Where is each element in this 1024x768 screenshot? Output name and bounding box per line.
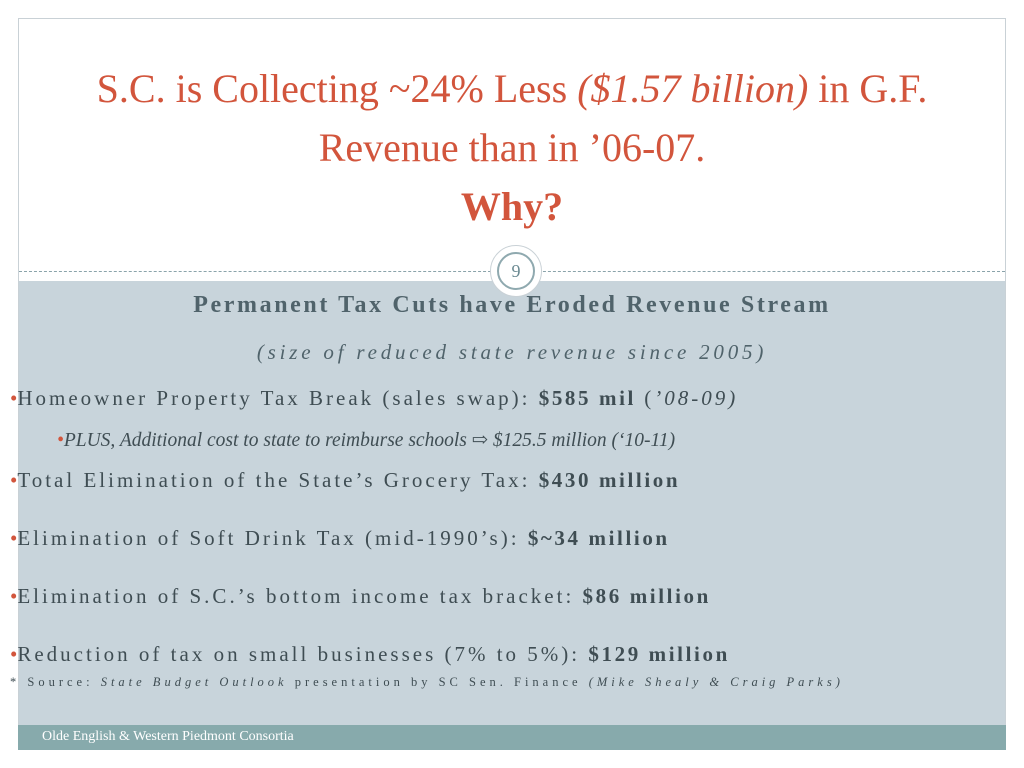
footer-bar: Olde English & Western Piedmont Consorti…: [18, 725, 1006, 750]
bullet-homeowner-property-tax: •Homeowner Property Tax Break (sales swa…: [10, 386, 1012, 411]
slide-title: S.C. is Collecting ~24% Less ($1.57 bill…: [59, 59, 965, 236]
bullet-text: Total Elimination of the State’s Grocery…: [17, 468, 539, 492]
title-area: S.C. is Collecting ~24% Less ($1.57 bill…: [19, 19, 1005, 271]
source-title: State Budget Outlook: [100, 675, 288, 689]
bullet-dot: •: [10, 468, 18, 492]
bullet-dot: •: [10, 584, 18, 608]
bullet-text: Elimination of S.C.’s bottom income tax …: [17, 584, 583, 608]
bullet-text: Elimination of Soft Drink Tax (mid-1990’…: [17, 526, 528, 550]
bullet-amount: $86 million: [582, 584, 711, 608]
bullet-dot: •: [10, 642, 18, 666]
title-part-3: in G.F. Revenue than in ’06-07.: [318, 66, 928, 170]
bullet-amount: $129 million: [588, 642, 730, 666]
bullet-soft-drink-tax: •Elimination of Soft Drink Tax (mid-1990…: [10, 526, 1012, 551]
bullet-suffix-open: (: [635, 386, 655, 410]
bullet-amount: $~34 million: [527, 526, 670, 550]
slide-number: 9: [497, 252, 535, 290]
content-subheading: (size of reduced state revenue since 200…: [256, 340, 768, 364]
bullet-amount: $430 million: [538, 468, 681, 492]
bullet-text: Homeowner Property Tax Break (sales swap…: [17, 386, 539, 410]
bullet-amount: $585 mil: [538, 386, 636, 410]
footer-text: Olde English & Western Piedmont Consorti…: [42, 729, 294, 744]
sub-bullet-reimburse-schools: •PLUS, Additional cost to state to reimb…: [57, 428, 1012, 452]
bullet-suffix-italic: ’08-09): [654, 386, 739, 410]
title-part-italic: ($1.57 billion): [577, 66, 809, 111]
bullet-income-tax-bracket: •Elimination of S.C.’s bottom income tax…: [10, 584, 1012, 609]
bullet-grocery-tax: •Total Elimination of the State’s Grocer…: [10, 468, 1012, 493]
title-part-1: S.C. is Collecting ~24% Less: [96, 66, 578, 111]
bullet-small-business-tax: •Reduction of tax on small businesses (7…: [10, 642, 1012, 667]
bullet-dot: •: [57, 430, 64, 451]
source-note: * Source: State Budget Outlook presentat…: [10, 675, 1012, 690]
title-why: Why?: [460, 184, 564, 229]
slide-number-badge: 9: [490, 245, 542, 297]
content-area: [19, 281, 1005, 726]
source-prefix: * Source:: [10, 675, 101, 689]
bullet-text: PLUS, Additional cost to state to reimbu…: [63, 430, 676, 451]
bullet-text: Reduction of tax on small businesses (7%…: [17, 642, 589, 666]
bullet-dot: •: [10, 386, 18, 410]
slide-frame: S.C. is Collecting ~24% Less ($1.57 bill…: [18, 18, 1006, 750]
bullet-dot: •: [10, 526, 18, 550]
source-middle: presentation by SC Sen. Finance: [287, 675, 589, 689]
source-authors: (Mike Shealy & Craig Parks): [588, 675, 844, 689]
